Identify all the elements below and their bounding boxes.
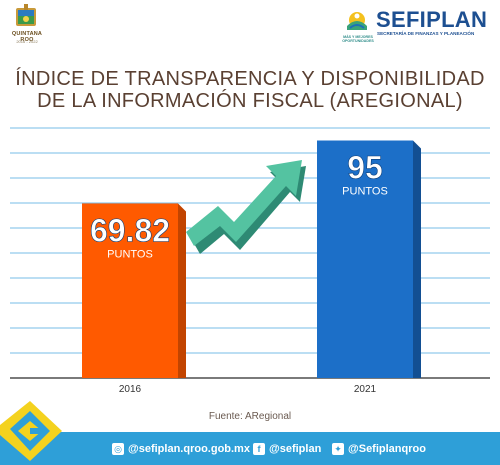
chart-title: ÍNDICE DE TRANSPARENCIA Y DISPONIBILIDAD… <box>0 68 500 112</box>
bar-value-label-2021: 95 <box>347 150 383 186</box>
chart-source: Fuente: ARegional <box>208 411 292 422</box>
bar-2021 <box>317 140 413 378</box>
corner-decoration-icon <box>0 401 62 461</box>
chart-title-line-1: ÍNDICE DE TRANSPARENCIA Y DISPONIBILIDAD <box>15 68 485 90</box>
footer-bar: ◎ @sefiplan.qroo.gob.mx f @sefiplan ✦ @S… <box>0 432 500 465</box>
quintana-roo-logo: QUINTANA ROO 2016 - 2022 <box>6 4 46 52</box>
bar-unit-label-2016: PUNTOS <box>107 248 153 260</box>
sefiplan-logo: MÁS Y MEJORES OPORTUNIDADES SEFIPLAN SEC… <box>342 6 492 46</box>
x-tick-label-2021: 2021 <box>354 384 377 395</box>
sefiplan-name: SEFIPLAN <box>376 7 488 32</box>
bar-2016 <box>82 203 178 378</box>
footer-twitter-text: @Sefiplanqroo <box>348 443 426 455</box>
chart-title-line-2: DE LA INFORMACIÓN FISCAL (AREGIONAL) <box>37 90 463 112</box>
bar-unit-label-2021: PUNTOS <box>342 186 388 198</box>
footer-web-text: @sefiplan.qroo.gob.mx <box>128 443 250 455</box>
footer-facebook-link[interactable]: f @sefiplan <box>253 442 321 456</box>
sefiplan-badge-text: MÁS Y MEJORES OPORTUNIDADES <box>342 35 374 43</box>
quintana-roo-emblem-icon <box>16 4 36 26</box>
bar-side-2021 <box>413 140 421 378</box>
x-tick-label-2016: 2016 <box>119 384 142 395</box>
footer-web-link[interactable]: ◎ @sefiplan.qroo.gob.mx <box>112 442 250 456</box>
sefiplan-subtitle: SECRETARÍA DE FINANZAS Y PLANEACIÓN <box>377 31 475 36</box>
sefiplan-badge-icon <box>347 12 367 30</box>
bar-side-2016 <box>178 203 186 378</box>
header: QUINTANA ROO 2016 - 2022 MÁS Y MEJORES O… <box>0 0 500 56</box>
quintana-roo-years: 2016 - 2022 <box>16 39 38 44</box>
footer-facebook-text: @sefiplan <box>269 443 322 455</box>
trend-arrow-icon <box>186 160 302 246</box>
facebook-icon: f <box>253 443 265 455</box>
bar-value-label-2016: 69.82 <box>90 212 170 248</box>
twitter-icon: ✦ <box>332 443 344 455</box>
quintana-roo-name: QUINTANA ROO <box>11 31 43 43</box>
web-icon: ◎ <box>112 443 124 455</box>
footer-twitter-link[interactable]: ✦ @Sefiplanqroo <box>332 442 426 456</box>
